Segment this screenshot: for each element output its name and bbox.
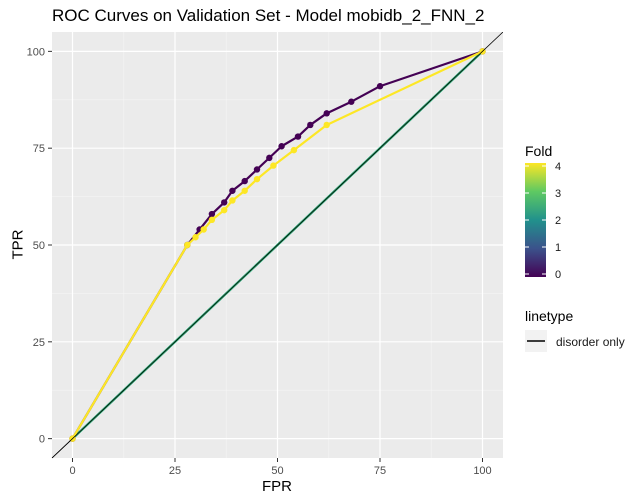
roc-point-fold-4: [323, 121, 330, 129]
roc-point-fold-0: [208, 210, 216, 218]
roc-point-fold-4: [241, 187, 248, 194]
y-tick-label: 100: [27, 46, 45, 58]
roc-point-fold-0: [241, 177, 248, 185]
roc-point-fold-0: [278, 143, 285, 150]
x-tick-label: 25: [169, 465, 181, 477]
roc-point-fold-4: [270, 162, 277, 169]
legend-linetype-title: linetype: [525, 308, 574, 324]
roc-point-fold-0: [348, 98, 355, 105]
colorbar-tick-label: 1: [555, 242, 561, 254]
roc-point-fold-4: [290, 146, 298, 154]
colorbar-tick-label: 4: [555, 161, 561, 173]
roc-point-fold-4: [192, 234, 199, 241]
roc-point-fold-0: [294, 133, 302, 140]
roc-point-fold-4: [229, 197, 236, 204]
roc-point-fold-4: [221, 206, 228, 214]
roc-point-fold-0: [376, 83, 384, 90]
y-axis-label: TPR: [9, 229, 27, 260]
roc-point-fold-0: [266, 154, 273, 162]
roc-point-fold-4: [184, 241, 191, 249]
colorbar-tick-label: 2: [555, 215, 561, 227]
plot-area: [52, 32, 503, 458]
chart-title: ROC Curves on Validation Set - Model mob…: [52, 6, 485, 25]
x-tick-label: 50: [271, 465, 283, 477]
roc-point-fold-0: [253, 166, 261, 173]
x-tick-label: 0: [69, 465, 75, 477]
x-tick-label: 100: [473, 465, 491, 477]
colorbar: [525, 163, 546, 277]
diagonal-reference-line-edge: [51, 440, 71, 459]
roc-point-fold-4: [208, 216, 216, 224]
roc-point-fold-0: [229, 187, 236, 194]
diagonal-reference-line: [52, 32, 503, 458]
roc-point-fold-0: [221, 199, 228, 206]
x-axis-label: FPR: [262, 478, 292, 495]
x-tick-label: 75: [374, 465, 386, 477]
roc-line-fold-0: [71, 50, 483, 440]
legend-fold-title: Fold: [525, 143, 553, 159]
colorbar-tick-label: 3: [555, 188, 561, 200]
roc-point-fold-4: [253, 175, 261, 183]
y-tick-label: 50: [33, 240, 45, 252]
roc-point-fold-0: [307, 121, 314, 129]
legend-linetype-label: disorder only: [556, 335, 625, 349]
y-tick-label: 75: [33, 143, 45, 155]
colorbar-tick-label: 0: [555, 269, 561, 281]
y-tick-label: 0: [39, 434, 45, 446]
roc-point-fold-0: [323, 110, 330, 117]
roc-point-fold-4: [200, 226, 207, 233]
y-tick-label: 25: [33, 337, 45, 349]
